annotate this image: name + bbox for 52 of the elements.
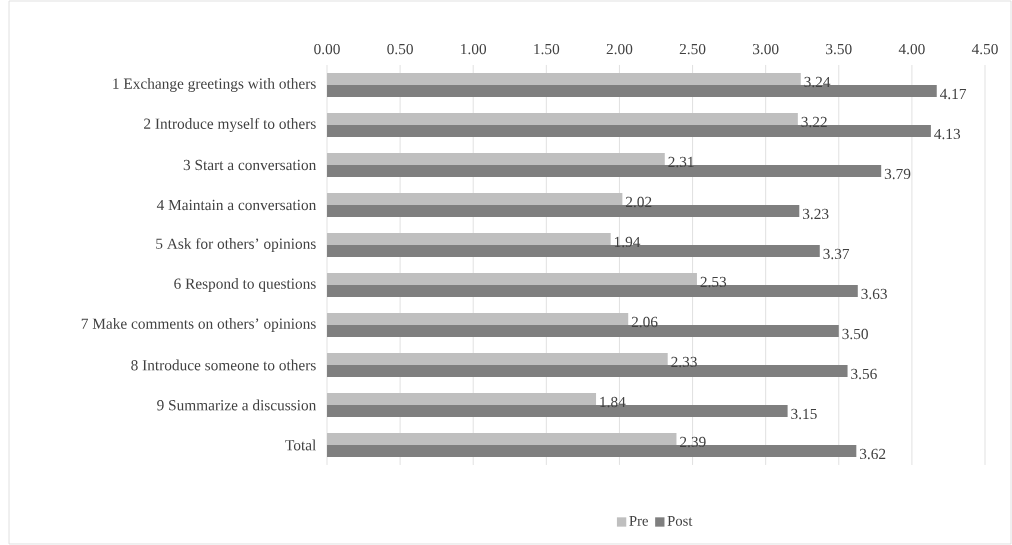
bar xyxy=(327,272,697,285)
y-tick-label: 2 Introduce myself to others xyxy=(144,117,316,133)
y-tick-label: 4 Maintain a conversation xyxy=(156,199,317,211)
data-label: 1.94 xyxy=(614,236,641,248)
bar xyxy=(327,152,665,165)
y-tick-label: 5 Ask for others’ opinions xyxy=(156,237,316,253)
x-tick-label: 3.50 xyxy=(826,43,852,55)
y-tick-label: 9 Summarize a discussion xyxy=(157,399,317,411)
x-tick-label: 3.00 xyxy=(752,43,779,55)
x-tick-label: 0.00 xyxy=(314,43,340,55)
x-tick-label: 1.00 xyxy=(461,43,487,55)
data-label: 2.33 xyxy=(671,356,697,368)
data-label: 2.53 xyxy=(700,276,727,288)
data-label: 1.84 xyxy=(600,396,626,408)
data-label: 2.31 xyxy=(668,156,694,168)
data-label: 4.13 xyxy=(934,128,961,140)
x-tick-label: 1.50 xyxy=(534,43,560,55)
legend-label: Pre xyxy=(629,516,648,526)
x-tick-label: 4.00 xyxy=(898,43,925,55)
data-label: 3.37 xyxy=(823,248,850,260)
data-label: 3.50 xyxy=(842,328,868,340)
data-label: 4.17 xyxy=(939,88,967,100)
y-tick-label: 3 Start a conversation xyxy=(183,159,317,171)
x-tick-label: 2.00 xyxy=(606,43,633,55)
data-label: 2.39 xyxy=(680,436,706,448)
y-tick-label: 7 Make comments on others’ opinions xyxy=(81,318,316,332)
x-tick-label: 0.50 xyxy=(387,43,413,55)
bar xyxy=(327,312,629,325)
data-label: 3.24 xyxy=(804,76,831,88)
bar xyxy=(327,352,668,365)
data-label: 3.62 xyxy=(859,448,886,460)
data-label: 3.56 xyxy=(851,368,877,380)
legend-label: Post xyxy=(667,516,693,526)
y-tick-label: 1 Exchange greetings with others xyxy=(113,78,316,92)
bar xyxy=(327,232,611,245)
bar xyxy=(327,392,597,405)
data-label: 3.79 xyxy=(884,168,911,180)
y-tick-label: Total xyxy=(285,439,317,451)
data-label: 3.23 xyxy=(802,208,829,220)
data-label: 3.15 xyxy=(791,408,817,420)
bar xyxy=(327,192,623,205)
data-label: 2.06 xyxy=(631,316,658,328)
y-tick-label: 6 Respond to questions xyxy=(174,278,316,292)
data-label: 3.63 xyxy=(861,288,887,300)
y-tick-label: 8 Introduce someone to others xyxy=(131,359,316,371)
bar xyxy=(327,432,677,445)
data-label: 2.02 xyxy=(625,196,652,208)
x-tick-label: 4.50 xyxy=(971,43,998,55)
bar xyxy=(327,112,798,125)
x-tick-label: 2.50 xyxy=(679,43,706,55)
bar xyxy=(327,72,801,85)
data-label: 3.22 xyxy=(801,116,827,128)
